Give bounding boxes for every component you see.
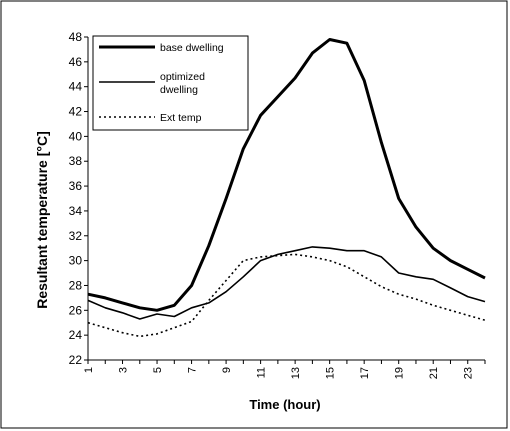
x-tick-label: 1	[83, 367, 95, 373]
legend: base dwelling optimized dwelling Ext temp	[92, 35, 249, 131]
y-tick-label: 48	[69, 30, 83, 44]
x-tick-label: 15	[325, 367, 337, 379]
x-tick-label: 13	[290, 367, 302, 379]
y-tick-label: 30	[69, 254, 83, 268]
legend-label-base-dwelling: base dwelling	[160, 42, 224, 54]
x-tick-label: 21	[428, 367, 440, 379]
series-line-ext-temp	[87, 253, 486, 338]
x-tick-label: 17	[359, 367, 371, 379]
x-tick-label: 11	[256, 367, 268, 378]
series-line-optimized-dwelling	[87, 246, 486, 320]
legend-label-optimized-dwelling: optimized dwelling	[160, 71, 205, 96]
x-axis-label: Time (hour)	[249, 397, 320, 412]
y-tick-label: 38	[69, 154, 83, 168]
x-tick-label: 23	[463, 367, 475, 379]
y-tick-label: 26	[69, 303, 83, 317]
y-tick-label: 42	[69, 105, 83, 119]
series-line-base-dwelling	[87, 38, 486, 312]
y-axis: 22 24 26 28 30 32 34 36 38 40 42 44 46 48	[69, 30, 89, 367]
y-axis-label: Resultant temperature [°C]	[34, 131, 50, 309]
x-tick-label: 19	[394, 367, 406, 379]
y-tick-label: 28	[69, 278, 83, 292]
y-tick-label: 44	[69, 80, 83, 94]
x-axis: 1 3 5 7 9 11 13 15 17 19 21 23	[83, 359, 486, 379]
legend-label-ext-temp: Ext temp	[160, 112, 202, 124]
y-tick-label: 24	[69, 328, 83, 342]
y-tick-label: 34	[69, 204, 83, 218]
y-tick-label: 46	[69, 55, 83, 69]
x-tick-label: 7	[187, 367, 199, 373]
y-tick-label: 40	[69, 129, 83, 143]
x-tick-label: 9	[221, 367, 233, 373]
legend-box	[92, 35, 249, 131]
x-tick-label: 3	[118, 367, 130, 373]
y-tick-label: 36	[69, 179, 83, 193]
x-tick-label: 5	[152, 367, 164, 373]
y-tick-label: 22	[69, 353, 83, 367]
y-tick-label: 32	[69, 229, 83, 243]
series-layer	[87, 38, 486, 338]
